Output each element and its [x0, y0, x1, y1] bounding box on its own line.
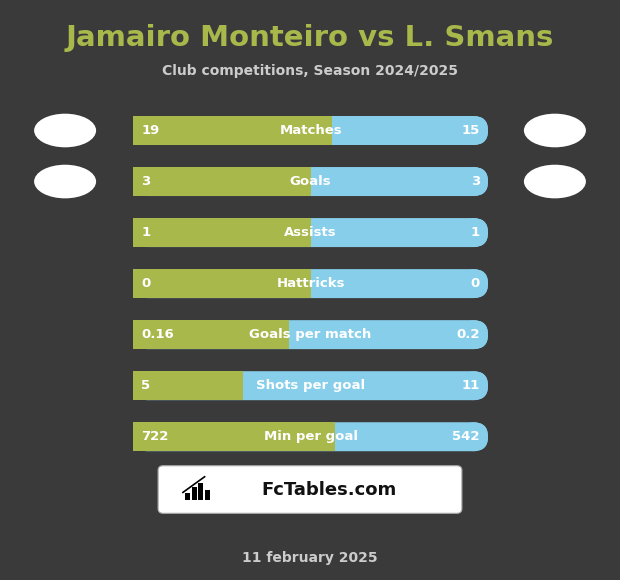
- Text: 0: 0: [141, 277, 151, 290]
- Bar: [192, 487, 197, 500]
- Text: 1: 1: [141, 226, 151, 239]
- Text: 0.2: 0.2: [456, 328, 480, 341]
- Text: Jamairo Monteiro vs L. Smans: Jamairo Monteiro vs L. Smans: [66, 24, 554, 52]
- Bar: [185, 493, 190, 500]
- Bar: [133, 422, 335, 451]
- Ellipse shape: [34, 114, 96, 147]
- Text: 3: 3: [141, 175, 151, 188]
- Text: 15: 15: [462, 124, 480, 137]
- FancyBboxPatch shape: [460, 269, 488, 298]
- FancyBboxPatch shape: [133, 116, 488, 145]
- Text: Hattricks: Hattricks: [277, 277, 345, 290]
- Text: 11 february 2025: 11 february 2025: [242, 551, 378, 565]
- Text: 19: 19: [141, 124, 159, 137]
- FancyBboxPatch shape: [133, 116, 161, 145]
- Text: 5: 5: [141, 379, 151, 392]
- Text: 722: 722: [141, 430, 169, 443]
- FancyBboxPatch shape: [460, 320, 488, 349]
- FancyBboxPatch shape: [133, 269, 488, 298]
- Bar: [133, 167, 311, 196]
- Text: Matches: Matches: [279, 124, 342, 137]
- Text: Goals per match: Goals per match: [249, 328, 372, 341]
- Bar: [205, 490, 210, 500]
- Ellipse shape: [34, 165, 96, 198]
- Ellipse shape: [524, 114, 586, 147]
- Text: Assists: Assists: [285, 226, 337, 239]
- Text: Min per goal: Min per goal: [264, 430, 358, 443]
- FancyBboxPatch shape: [460, 167, 488, 196]
- FancyBboxPatch shape: [460, 371, 488, 400]
- FancyBboxPatch shape: [133, 422, 161, 451]
- FancyBboxPatch shape: [460, 422, 488, 451]
- Bar: [133, 269, 311, 298]
- FancyBboxPatch shape: [133, 371, 488, 400]
- Bar: [133, 320, 290, 349]
- Text: 3: 3: [471, 175, 480, 188]
- Text: 11: 11: [462, 379, 480, 392]
- FancyBboxPatch shape: [460, 218, 488, 247]
- FancyBboxPatch shape: [133, 320, 161, 349]
- Bar: [133, 371, 243, 400]
- Bar: [198, 483, 203, 500]
- FancyBboxPatch shape: [133, 218, 488, 247]
- FancyBboxPatch shape: [133, 320, 488, 349]
- Text: 0.16: 0.16: [141, 328, 174, 341]
- FancyBboxPatch shape: [133, 269, 161, 298]
- Text: Club competitions, Season 2024/2025: Club competitions, Season 2024/2025: [162, 64, 458, 78]
- FancyBboxPatch shape: [158, 466, 462, 513]
- FancyBboxPatch shape: [133, 422, 488, 451]
- FancyBboxPatch shape: [133, 371, 161, 400]
- Ellipse shape: [524, 165, 586, 198]
- FancyBboxPatch shape: [133, 167, 488, 196]
- FancyBboxPatch shape: [133, 167, 161, 196]
- FancyBboxPatch shape: [133, 218, 161, 247]
- Bar: [133, 218, 311, 247]
- FancyBboxPatch shape: [460, 116, 488, 145]
- Text: 542: 542: [453, 430, 480, 443]
- Bar: [133, 116, 332, 145]
- Text: FcTables.com: FcTables.com: [261, 480, 396, 499]
- Text: Goals: Goals: [290, 175, 332, 188]
- Text: 1: 1: [471, 226, 480, 239]
- Text: 0: 0: [471, 277, 480, 290]
- Text: Shots per goal: Shots per goal: [256, 379, 365, 392]
